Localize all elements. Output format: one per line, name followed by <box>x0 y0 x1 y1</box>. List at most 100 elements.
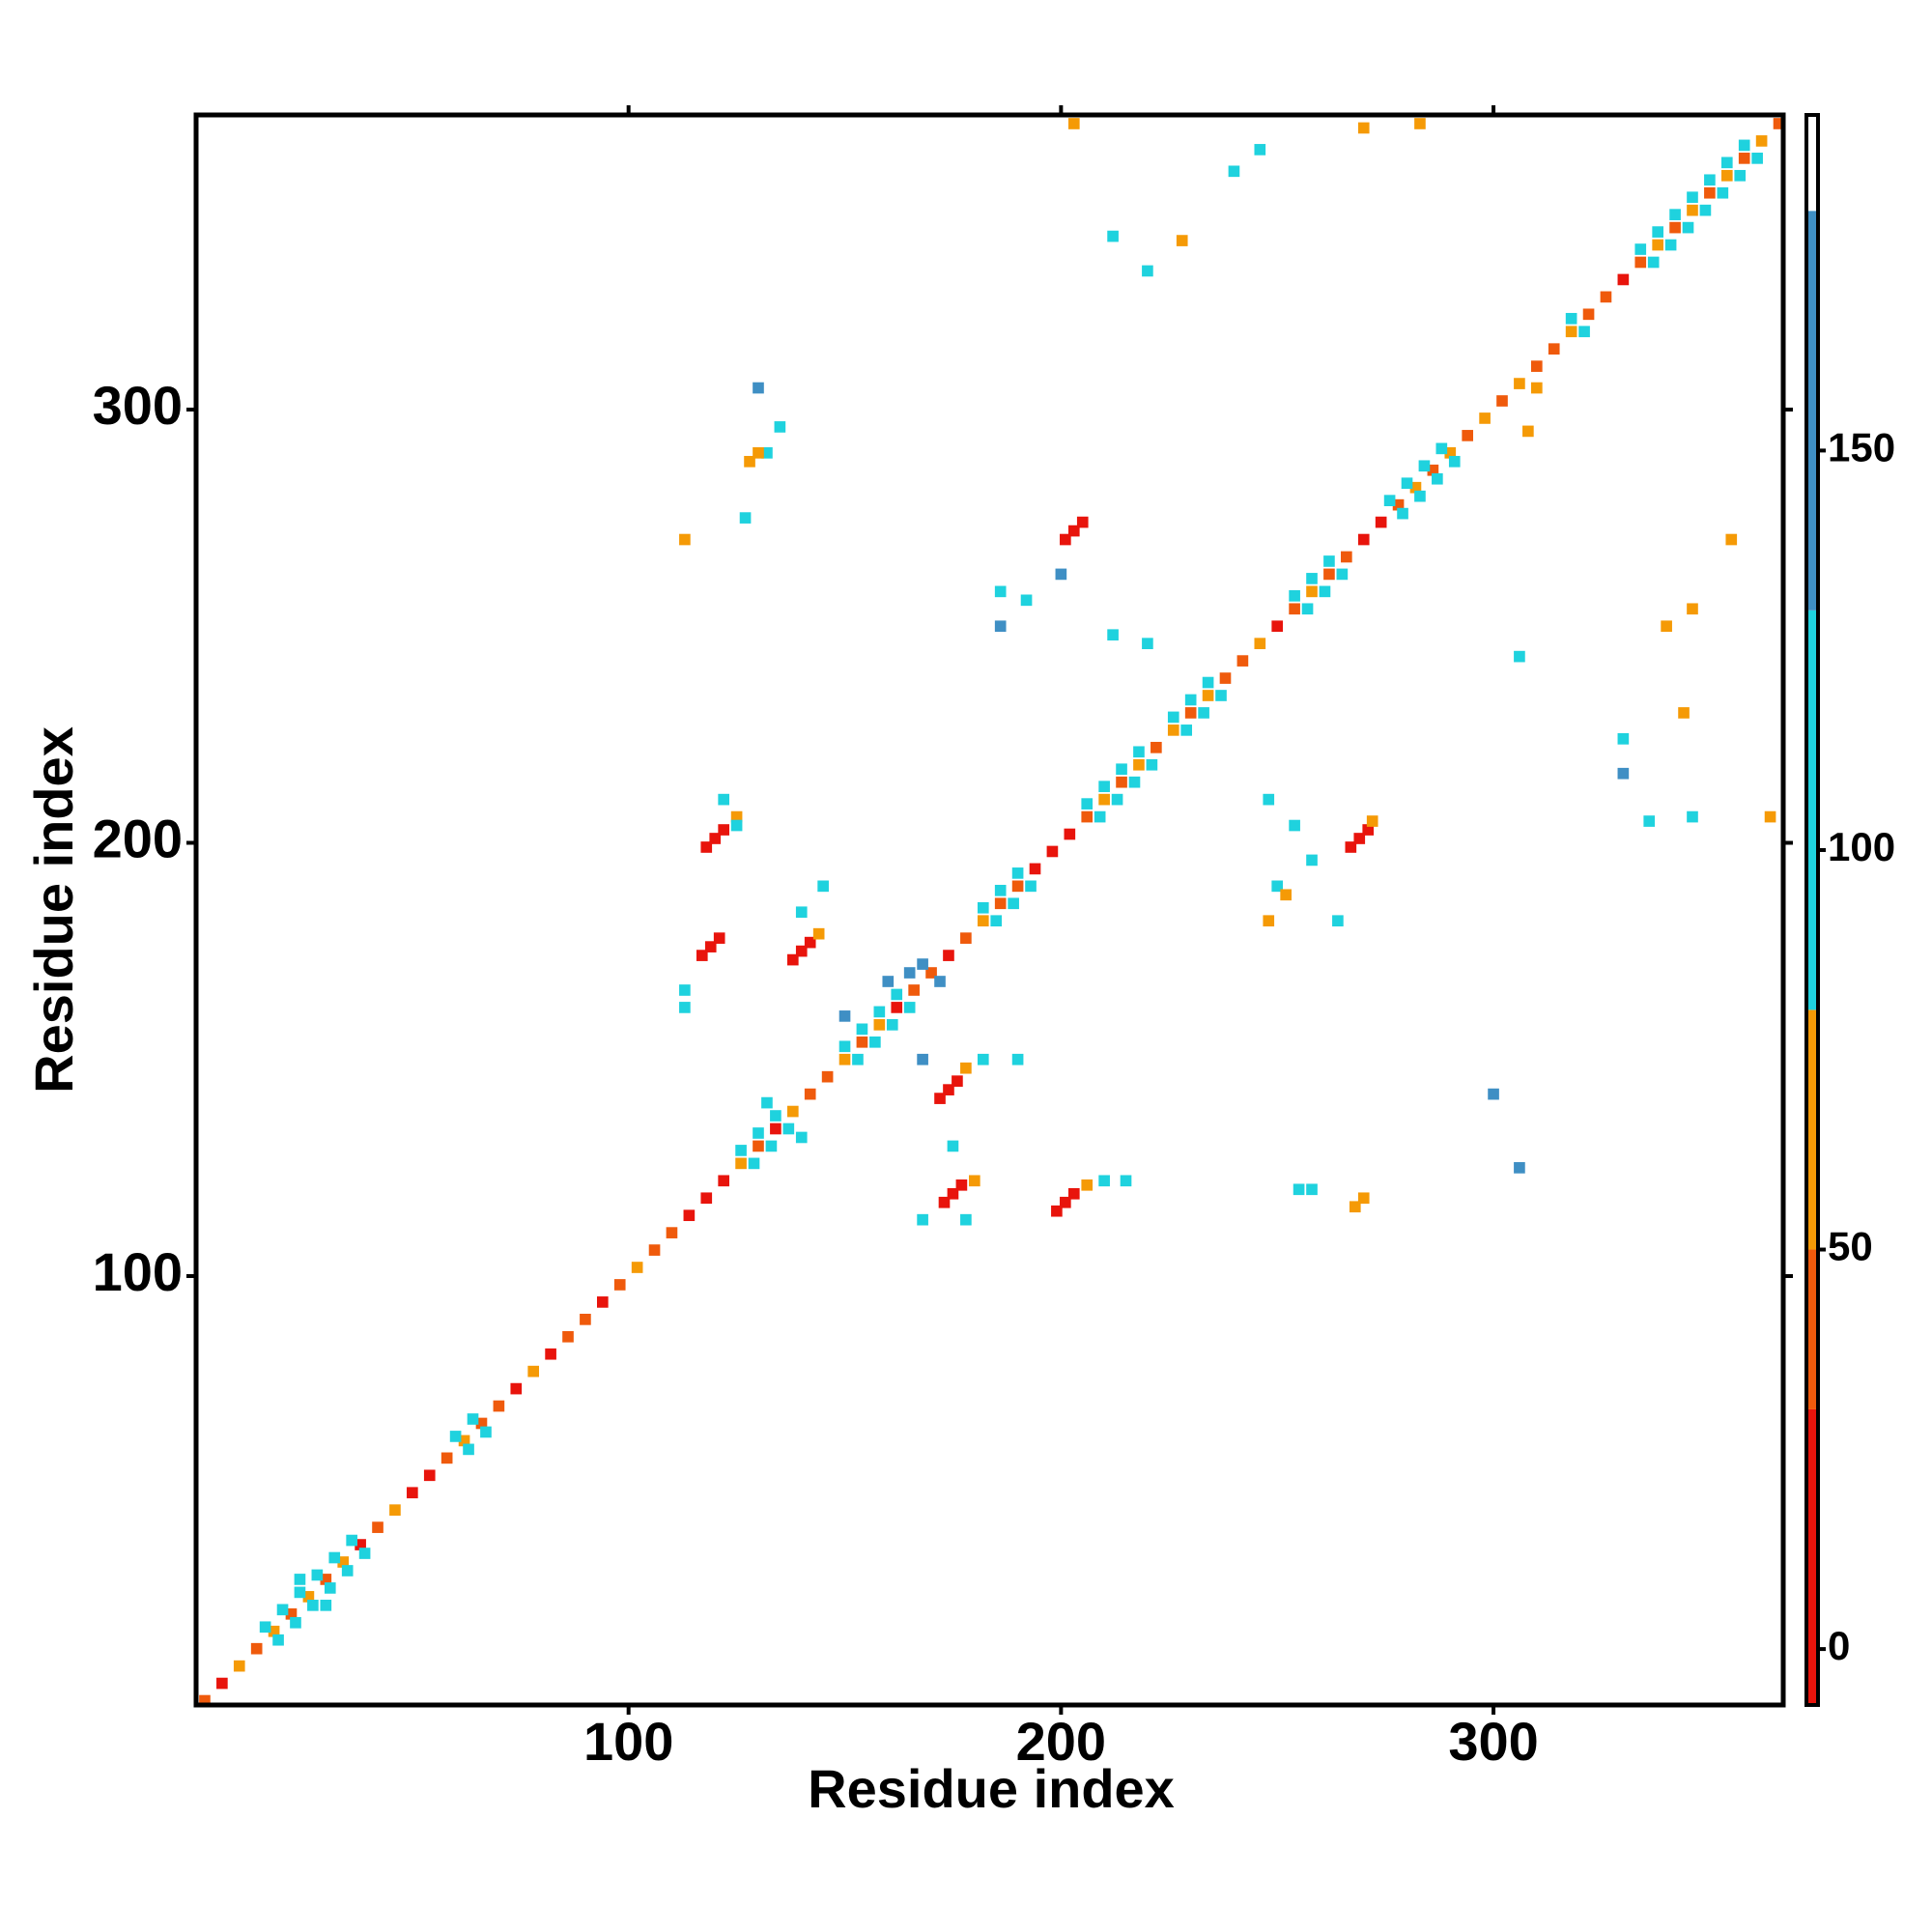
heatmap-cell <box>795 945 808 957</box>
y-axis-title: Residue index <box>23 726 84 1094</box>
heatmap-cell <box>1219 672 1232 684</box>
heatmap-cell <box>1146 758 1158 771</box>
heatmap-cell <box>952 1075 963 1087</box>
heatmap-cell <box>739 512 752 524</box>
heatmap-cell <box>1444 447 1457 459</box>
heatmap-cell <box>1107 230 1119 242</box>
heatmap-cell <box>1271 620 1284 633</box>
heatmap-cell <box>761 447 773 459</box>
x-axis-title: Residue index <box>808 1758 1175 1819</box>
heatmap-cell <box>730 810 743 823</box>
heatmap-cell <box>666 1227 678 1238</box>
heatmap-cell <box>683 1209 696 1222</box>
heatmap-cell <box>1280 889 1292 901</box>
heatmap-cell <box>1687 810 1698 823</box>
heatmap-cell <box>804 936 816 949</box>
heatmap-cell <box>1345 841 1357 853</box>
colorbar-frame <box>1804 113 1820 1707</box>
heatmap-cell <box>1401 477 1413 490</box>
heatmap-cell <box>947 1187 959 1200</box>
heatmap-cell <box>1271 880 1284 893</box>
heatmap-cell <box>869 1036 881 1048</box>
heatmap-cell <box>908 984 920 996</box>
heatmap-cell <box>1448 455 1461 468</box>
heatmap-cell <box>337 1556 350 1568</box>
heatmap-cell <box>1081 810 1094 823</box>
heatmap-cell <box>1323 568 1335 581</box>
heatmap-cell <box>407 1487 418 1499</box>
heatmap-cell <box>873 1006 886 1018</box>
heatmap-cell <box>1323 555 1335 567</box>
heatmap-cell <box>1289 603 1300 615</box>
heatmap-cell <box>1081 798 1094 810</box>
heatmap-cell <box>463 1443 474 1456</box>
heatmap-cell <box>730 819 743 832</box>
y-tick-label: 300 <box>93 375 183 436</box>
heatmap-cell <box>735 1145 747 1156</box>
x-tick-label: 300 <box>1448 1711 1538 1772</box>
heatmap-cell <box>1176 235 1188 246</box>
heatmap-cell <box>821 1070 834 1083</box>
heatmap-cell <box>1353 833 1366 844</box>
heatmap-cell <box>1751 153 1763 164</box>
heatmap-cell <box>1215 690 1227 701</box>
heatmap-cell <box>1025 880 1037 893</box>
heatmap-cell <box>943 950 954 961</box>
heatmap-cell <box>1409 481 1422 494</box>
y-tick-label: 200 <box>93 808 183 868</box>
heatmap-cell <box>1128 776 1141 788</box>
heatmap-cell <box>1263 793 1275 806</box>
heatmap-cell <box>1738 139 1750 152</box>
heatmap-cell <box>994 585 1007 598</box>
y-tick-label: 100 <box>93 1241 183 1302</box>
heatmap-cell <box>597 1296 609 1308</box>
heatmap-cell <box>804 1088 816 1100</box>
heatmap-cell <box>1462 430 1474 441</box>
colorbar-segment <box>1806 610 1818 1010</box>
heatmap-cell <box>1060 1196 1071 1208</box>
heatmap-cell <box>250 1642 263 1655</box>
heatmap-cell <box>290 1616 301 1629</box>
colorbar-tick-label: 150 <box>1828 424 1895 469</box>
heatmap-cell <box>1435 442 1448 455</box>
heatmap-cell <box>1151 741 1162 753</box>
heatmap-cell <box>704 941 717 952</box>
heatmap-cell <box>782 1122 795 1135</box>
heatmap-cell <box>812 927 825 940</box>
heatmap-cell <box>259 1621 271 1634</box>
heatmap-cell <box>648 1244 661 1256</box>
heatmap-cell <box>1098 781 1110 793</box>
heatmap-cell <box>1142 265 1153 277</box>
colorbar-segment <box>1806 1009 1818 1250</box>
heatmap-cell <box>449 1431 462 1442</box>
heatmap-cell <box>1514 378 1525 389</box>
heatmap-cell <box>1717 186 1729 199</box>
heatmap-cell <box>817 880 829 893</box>
heatmap-cell <box>1341 551 1352 563</box>
heatmap-cell <box>990 915 1003 927</box>
heatmap-cell <box>1289 819 1300 832</box>
heatmap-cell <box>1764 810 1776 823</box>
heatmap-cell <box>276 1604 289 1616</box>
heatmap-cell <box>744 455 755 468</box>
heatmap-cell <box>562 1330 574 1343</box>
heatmap-cell <box>1046 845 1059 858</box>
heatmap-cell <box>1661 620 1672 633</box>
heatmap-cell <box>1202 676 1214 689</box>
heatmap-cell <box>1755 135 1768 147</box>
heatmap-cell <box>631 1262 643 1273</box>
heatmap-cell <box>753 382 764 394</box>
heatmap-cell <box>1479 412 1491 424</box>
heatmap-cell <box>713 932 725 944</box>
heatmap-cell <box>838 1010 851 1022</box>
heatmap-cell <box>1432 472 1443 485</box>
heatmap-cell <box>199 1694 211 1707</box>
heatmap-cell <box>475 1417 488 1430</box>
heatmap-cell <box>1617 273 1630 286</box>
heatmap-cell <box>1306 585 1318 598</box>
heatmap-cell <box>795 906 808 919</box>
heatmap-cell <box>1349 1201 1361 1213</box>
heatmap-cell <box>268 1625 280 1637</box>
heatmap-cell <box>1020 594 1033 607</box>
heatmap-cell <box>1306 1183 1318 1196</box>
